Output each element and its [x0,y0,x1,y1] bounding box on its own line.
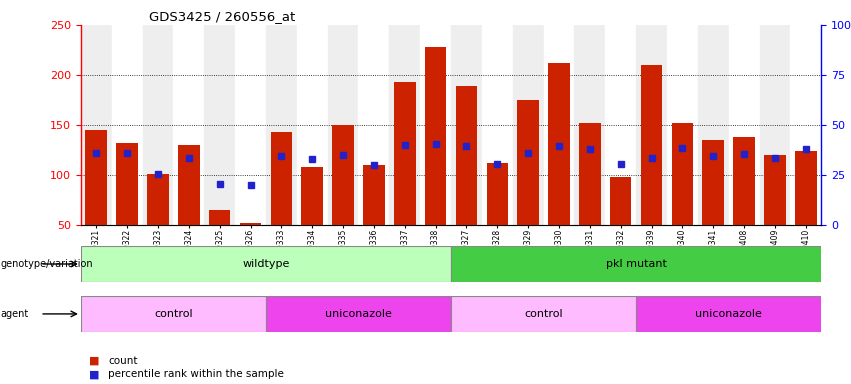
Bar [759,25,791,225]
Bar [574,25,605,225]
Bar [698,25,728,225]
Bar [358,25,389,225]
Bar [671,123,694,225]
Bar [517,100,539,225]
Text: count: count [108,356,138,366]
Bar [81,25,111,225]
Bar [142,25,174,225]
Bar [544,25,574,225]
Text: uniconazole: uniconazole [325,309,392,319]
Bar [734,137,755,225]
Bar [795,151,817,225]
Bar [487,163,508,225]
Text: agent: agent [1,309,29,319]
Bar [451,296,636,332]
Text: percentile rank within the sample: percentile rank within the sample [108,369,284,379]
Bar [579,123,601,225]
Bar [702,140,724,225]
Bar [610,177,631,225]
Bar [764,155,785,225]
Bar [266,296,451,332]
Text: control: control [524,309,563,319]
Text: pkl mutant: pkl mutant [606,259,666,269]
Text: ■: ■ [89,369,100,379]
Bar [81,246,451,282]
Bar [235,25,266,225]
Bar [482,25,512,225]
Text: ■: ■ [89,356,100,366]
Bar [425,47,447,225]
Bar [328,25,358,225]
Bar [147,174,168,225]
Bar [81,296,266,332]
Bar [728,25,759,225]
Bar [85,130,107,225]
Bar [548,63,570,225]
Bar [332,125,354,225]
Bar [394,82,415,225]
Text: wildtype: wildtype [243,259,289,269]
Bar [266,25,297,225]
Text: uniconazole: uniconazole [695,309,762,319]
Bar [636,296,821,332]
Bar [451,25,482,225]
Bar [363,165,385,225]
Text: control: control [154,309,192,319]
Bar [174,25,204,225]
Bar [667,25,698,225]
Bar [389,25,420,225]
Bar [111,25,142,225]
Bar [117,143,138,225]
Bar [208,210,231,225]
Bar [240,223,261,225]
Bar [455,86,477,225]
Bar [451,246,821,282]
Bar [178,145,200,225]
Bar [641,65,662,225]
Bar [636,25,667,225]
Bar [204,25,235,225]
Bar [271,132,292,225]
Bar [512,25,544,225]
Bar [297,25,328,225]
Bar [605,25,636,225]
Bar [791,25,821,225]
Text: GDS3425 / 260556_at: GDS3425 / 260556_at [149,10,295,23]
Text: genotype/variation: genotype/variation [1,259,94,269]
Bar [301,167,323,225]
Bar [420,25,451,225]
